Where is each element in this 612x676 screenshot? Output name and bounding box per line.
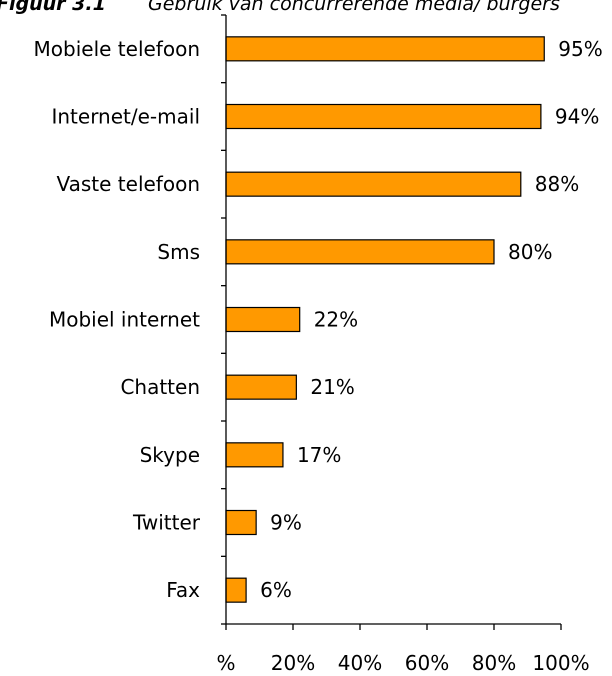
bar-1 [225,36,545,62]
data-label-6: 21% [310,375,354,399]
bar-4 [225,239,495,265]
category-label-7: Skype [140,443,200,467]
category-label-8: Twitter [132,511,201,535]
category-label-4: Sms [157,240,200,264]
data-label-9: 6% [260,578,292,602]
axes-group [221,14,562,630]
x-tick-label-4: 80% [472,651,516,675]
bars-group [225,36,545,603]
chart-title: Gebruik van concurrerende media/ burgers [148,0,560,15]
category-label-2: Internet/e-mail [51,105,200,129]
data-label-3: 88% [535,172,579,196]
figure-number: Figuur 3.1 [0,0,106,15]
bar-8 [225,509,257,536]
x-tick-label-5: 100% [532,651,589,675]
bar-3 [225,171,522,197]
bar-2 [225,103,542,130]
x-tick-label-1: 20% [271,651,315,675]
bar-5 [225,306,301,333]
data-label-1: 95% [558,37,602,61]
data-label-2: 94% [555,105,599,129]
bar-6 [225,374,297,400]
category-label-5: Mobiel internet [49,308,200,332]
category-label-6: Chatten [120,375,200,399]
x-tick-label-0: % [216,651,235,675]
data-label-7: 17% [297,443,341,467]
data-label-8: 9% [270,511,302,535]
bar-9 [225,577,247,603]
labels-group: Mobiele telefoon 95% Internet/e-mail 94% Vas… [34,37,603,675]
data-label-4: 80% [508,240,552,264]
category-label-3: Vaste telefoon [56,172,200,196]
bar-7 [225,442,284,468]
x-tick-label-3: 60% [405,651,449,675]
x-tick-label-2: 40% [338,651,382,675]
category-label-9: Fax [166,578,200,602]
data-label-5: 22% [314,308,358,332]
chart-title-bar: Figuur 3.1 Gebruik van concurrerende med… [0,0,612,19]
category-label-1: Mobiele telefoon [34,37,200,61]
